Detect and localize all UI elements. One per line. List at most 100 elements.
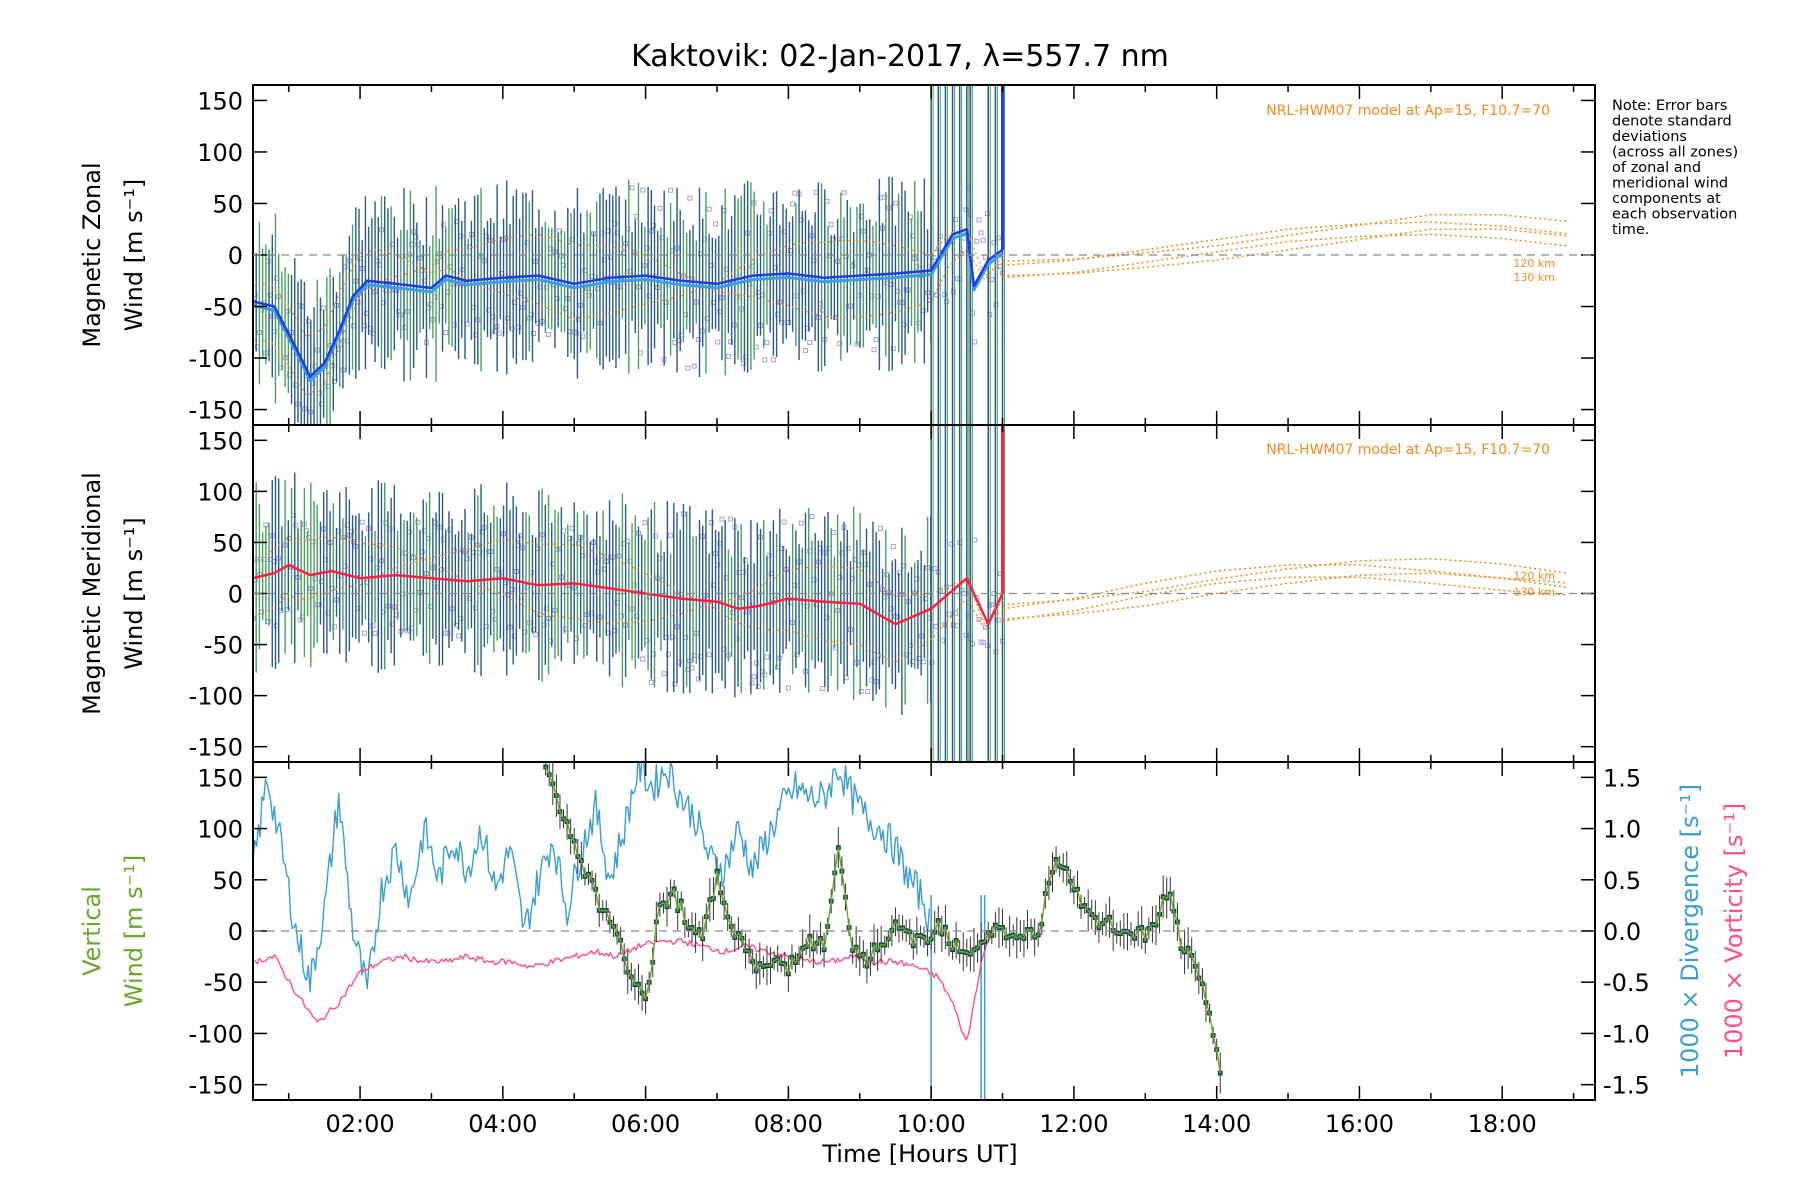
scatter-point [657, 205, 663, 211]
scatter-point [695, 337, 701, 343]
scatter-point [764, 339, 770, 345]
scatter-point [740, 360, 746, 366]
x-tick-label: 08:00 [754, 1110, 823, 1138]
scatter-point [976, 616, 982, 622]
scatter-point [995, 617, 1001, 623]
x-tick-label: 04:00 [468, 1110, 537, 1138]
scatter-point [792, 190, 798, 196]
scatter-point [653, 533, 659, 539]
y-tick-label: -50 [204, 632, 243, 660]
scatter-point [785, 685, 791, 691]
scatter-point [496, 330, 502, 336]
note-line: components at [1612, 191, 1721, 207]
scatter-point [890, 346, 896, 352]
scatter-point [708, 520, 714, 526]
chart-title: Kaktovik: 02-Jan-2017, λ=557.7 nm [631, 39, 1169, 74]
y-tick-label: 0 [228, 918, 243, 946]
y-tick-label: 150 [197, 764, 243, 792]
y-axis-label-line2: Wind [m s⁻¹] [120, 855, 148, 1007]
zonal-wind-panel: 150 100 50 0 -50 -100 -150 NRL-HWM07 model at A… [78, 84, 1596, 426]
scatter-point [753, 344, 759, 350]
scatter-point [638, 350, 644, 356]
model-level-120: 120 km [1513, 257, 1555, 270]
y-tick-label: -50 [204, 969, 243, 997]
model-line-120km-b [1002, 576, 1567, 622]
model-annotation: NRL-HWM07 model at Ap=15, F10.7=70 [1266, 103, 1550, 119]
scatter-point [978, 230, 984, 236]
scatter-point [764, 654, 770, 660]
y-axis-label-line2: Wind [m s⁻¹] [120, 517, 148, 669]
scatter-point [982, 254, 988, 260]
scatter-point [629, 185, 635, 191]
scatter-point [361, 630, 367, 636]
model-line-120km [1002, 221, 1567, 267]
scatter-point [890, 543, 896, 549]
y-tick-label: -150 [189, 734, 243, 762]
scatter-point [668, 532, 674, 538]
scatter-point [940, 638, 946, 644]
scatter-point [253, 615, 256, 621]
scatter-point [807, 339, 813, 345]
scatter-point [321, 305, 327, 311]
scatter-point [766, 552, 772, 558]
scatter-point [976, 217, 982, 223]
note-line: meridional wind [1612, 176, 1728, 192]
scatter-point [715, 339, 721, 345]
note-line: time. [1612, 222, 1649, 238]
model-line-120km-pre [253, 229, 1003, 338]
scatter-point [751, 674, 757, 680]
model-level-120: 120 km [1513, 570, 1555, 583]
y-tick-label: 50 [212, 529, 243, 557]
scatter-point [798, 520, 804, 526]
mean-line-light [253, 231, 1004, 383]
scatter-point [755, 683, 761, 689]
scatter-point [672, 340, 678, 346]
x-tick-label: 06:00 [611, 1110, 680, 1138]
plot-area [253, 425, 1567, 762]
scatter-point [533, 632, 539, 638]
y-tick-label: 150 [197, 427, 243, 455]
x-axis-ticks: 02:00 04:00 06:00 08:00 10:00 12:00 14:00 16:00… [325, 1110, 1536, 1138]
y2-axis-label-vorticity: 1000 × Vorticity [s⁻¹] [1720, 803, 1748, 1059]
scatter-point [980, 639, 986, 645]
scatter-point [762, 357, 768, 363]
scatter-point [961, 235, 967, 241]
y-tick-label: -100 [189, 1020, 243, 1048]
model-level-130: 130 km [1513, 271, 1555, 284]
y2-axis-label-divergence: 1000 × Divergence [s⁻¹] [1676, 784, 1704, 1078]
scatter-point [561, 528, 567, 534]
y-tick-label: 50 [212, 190, 243, 218]
y-axis-label-line1: Vertical [78, 886, 106, 976]
scatter-point [813, 189, 819, 195]
scatter-point [753, 660, 759, 666]
y-tick-label: 100 [197, 816, 243, 844]
scatter-point [828, 222, 834, 228]
scatter-point [441, 222, 447, 228]
vertical-point [543, 764, 549, 770]
scatter-point [668, 187, 674, 193]
scatter-point [633, 213, 639, 219]
model-annotation: NRL-HWM07 model at Ap=15, F10.7=70 [1266, 442, 1550, 458]
scatter-point [648, 680, 654, 686]
y2-tick-label: -1.5 [1603, 1072, 1650, 1100]
y-tick-label: -100 [189, 683, 243, 711]
scatter-point [781, 519, 787, 525]
scatter-point [695, 676, 701, 682]
scatter-point [691, 363, 697, 369]
y-tick-label: 100 [197, 139, 243, 167]
scatter-point [689, 665, 695, 671]
scatter-point [858, 688, 864, 694]
scatter-point [725, 353, 731, 359]
scatter-point [770, 357, 776, 363]
scatter-point [728, 516, 734, 522]
scatter-point [877, 525, 883, 531]
scatter-point [820, 686, 826, 692]
model-line-130km-pre [253, 233, 1004, 397]
scatter-point [642, 520, 648, 526]
model-level-130: 130 km [1513, 586, 1555, 599]
scatter-point [809, 514, 815, 520]
scatter-point [762, 672, 768, 678]
scatter-point [640, 187, 646, 193]
scatter-point [443, 329, 449, 335]
